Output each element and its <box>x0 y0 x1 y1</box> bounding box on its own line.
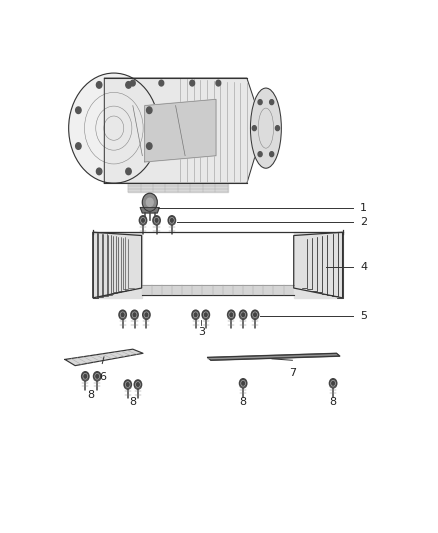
Circle shape <box>96 82 102 88</box>
Circle shape <box>276 126 279 131</box>
Circle shape <box>159 80 164 86</box>
Circle shape <box>146 198 153 206</box>
Circle shape <box>152 215 161 225</box>
Circle shape <box>76 143 81 149</box>
Circle shape <box>270 152 274 157</box>
Circle shape <box>251 310 259 320</box>
Circle shape <box>147 107 152 114</box>
Circle shape <box>190 80 194 86</box>
Circle shape <box>270 100 274 104</box>
Circle shape <box>239 378 247 389</box>
Circle shape <box>147 143 152 149</box>
Ellipse shape <box>69 73 159 183</box>
Text: 8: 8 <box>87 390 94 400</box>
Ellipse shape <box>251 88 281 168</box>
Polygon shape <box>145 99 216 162</box>
Circle shape <box>227 310 236 320</box>
Polygon shape <box>61 68 299 193</box>
Circle shape <box>131 80 135 86</box>
Circle shape <box>201 310 210 320</box>
Circle shape <box>258 100 262 104</box>
Circle shape <box>96 168 102 175</box>
Circle shape <box>252 126 256 131</box>
Circle shape <box>76 107 81 114</box>
Text: 8: 8 <box>240 397 247 407</box>
Text: 6: 6 <box>99 372 106 382</box>
Circle shape <box>258 152 262 157</box>
Text: 3: 3 <box>198 327 205 337</box>
Text: 1: 1 <box>360 204 367 213</box>
Circle shape <box>81 371 90 382</box>
Polygon shape <box>140 207 159 213</box>
Polygon shape <box>65 349 143 366</box>
Circle shape <box>124 379 132 390</box>
Circle shape <box>130 310 139 320</box>
Circle shape <box>126 82 131 88</box>
Polygon shape <box>294 232 343 298</box>
Polygon shape <box>104 78 264 183</box>
Circle shape <box>191 310 200 320</box>
Text: 4: 4 <box>360 262 367 272</box>
Text: 8: 8 <box>129 397 136 407</box>
Circle shape <box>118 310 127 320</box>
Text: 8: 8 <box>329 397 337 407</box>
Polygon shape <box>141 285 294 295</box>
Circle shape <box>138 215 148 225</box>
Circle shape <box>239 310 247 320</box>
Circle shape <box>167 215 176 225</box>
Circle shape <box>328 378 338 389</box>
Polygon shape <box>82 232 353 298</box>
Circle shape <box>216 80 221 86</box>
Circle shape <box>93 371 102 382</box>
Text: 2: 2 <box>360 217 367 227</box>
Circle shape <box>142 310 151 320</box>
Polygon shape <box>208 353 340 360</box>
Polygon shape <box>93 232 141 298</box>
Circle shape <box>142 193 157 211</box>
Circle shape <box>134 379 142 390</box>
Circle shape <box>126 168 131 175</box>
Text: 5: 5 <box>360 311 367 321</box>
Polygon shape <box>128 183 228 192</box>
Text: 7: 7 <box>289 368 296 378</box>
